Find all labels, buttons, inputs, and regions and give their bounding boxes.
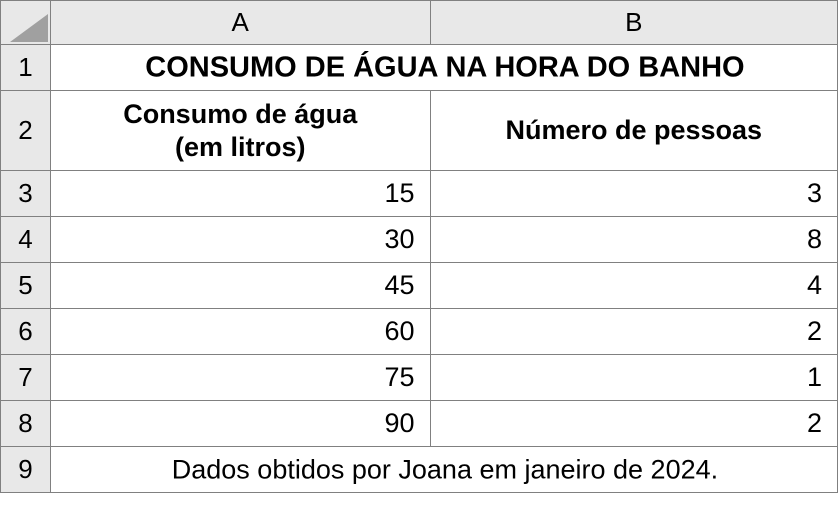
cell-a3[interactable]: 15 bbox=[50, 171, 430, 217]
row-5: 5 45 4 bbox=[1, 263, 838, 309]
cell-a7[interactable]: 75 bbox=[50, 355, 430, 401]
footer-cell[interactable]: Dados obtidos por Joana em janeiro de 20… bbox=[50, 447, 430, 493]
row-header-1[interactable]: 1 bbox=[1, 45, 51, 91]
row-4: 4 30 8 bbox=[1, 217, 838, 263]
subheader-consumo[interactable]: Consumo de água (em litros) bbox=[50, 91, 430, 171]
cell-a8[interactable]: 90 bbox=[50, 401, 430, 447]
title-cell[interactable]: CONSUMO DE ÁGUA NA HORA DO BANHO bbox=[50, 45, 430, 91]
row-header-8[interactable]: 8 bbox=[1, 401, 51, 447]
subheader-pessoas[interactable]: Número de pessoas bbox=[430, 91, 838, 171]
select-all-corner[interactable] bbox=[1, 1, 51, 45]
row-9: 9 Dados obtidos por Joana em janeiro de … bbox=[1, 447, 838, 493]
row-header-6[interactable]: 6 bbox=[1, 309, 51, 355]
row-header-5[interactable]: 5 bbox=[1, 263, 51, 309]
row-2: 2 Consumo de água (em litros) Número de … bbox=[1, 91, 838, 171]
cell-a5[interactable]: 45 bbox=[50, 263, 430, 309]
row-8: 8 90 2 bbox=[1, 401, 838, 447]
row-header-2[interactable]: 2 bbox=[1, 91, 51, 171]
cell-a6[interactable]: 60 bbox=[50, 309, 430, 355]
cell-b3[interactable]: 3 bbox=[430, 171, 838, 217]
cell-b5[interactable]: 4 bbox=[430, 263, 838, 309]
row-1: 1 CONSUMO DE ÁGUA NA HORA DO BANHO bbox=[1, 45, 838, 91]
spreadsheet-grid: A B 1 CONSUMO DE ÁGUA NA HORA DO BANHO 2… bbox=[0, 0, 838, 493]
row-7: 7 75 1 bbox=[1, 355, 838, 401]
row-header-3[interactable]: 3 bbox=[1, 171, 51, 217]
row-header-4[interactable]: 4 bbox=[1, 217, 51, 263]
row-6: 6 60 2 bbox=[1, 309, 838, 355]
cell-a4[interactable]: 30 bbox=[50, 217, 430, 263]
row-header-7[interactable]: 7 bbox=[1, 355, 51, 401]
cell-b7[interactable]: 1 bbox=[430, 355, 838, 401]
column-header-row: A B bbox=[1, 1, 838, 45]
row-3: 3 15 3 bbox=[1, 171, 838, 217]
cell-b8[interactable]: 2 bbox=[430, 401, 838, 447]
cell-b6[interactable]: 2 bbox=[430, 309, 838, 355]
column-header-b[interactable]: B bbox=[430, 1, 838, 45]
subheader-a-line2: (em litros) bbox=[175, 132, 306, 162]
column-header-a[interactable]: A bbox=[50, 1, 430, 45]
corner-triangle-icon bbox=[10, 14, 48, 42]
subheader-a-line1: Consumo de água bbox=[123, 99, 357, 129]
cell-b4[interactable]: 8 bbox=[430, 217, 838, 263]
row-header-9[interactable]: 9 bbox=[1, 447, 51, 493]
